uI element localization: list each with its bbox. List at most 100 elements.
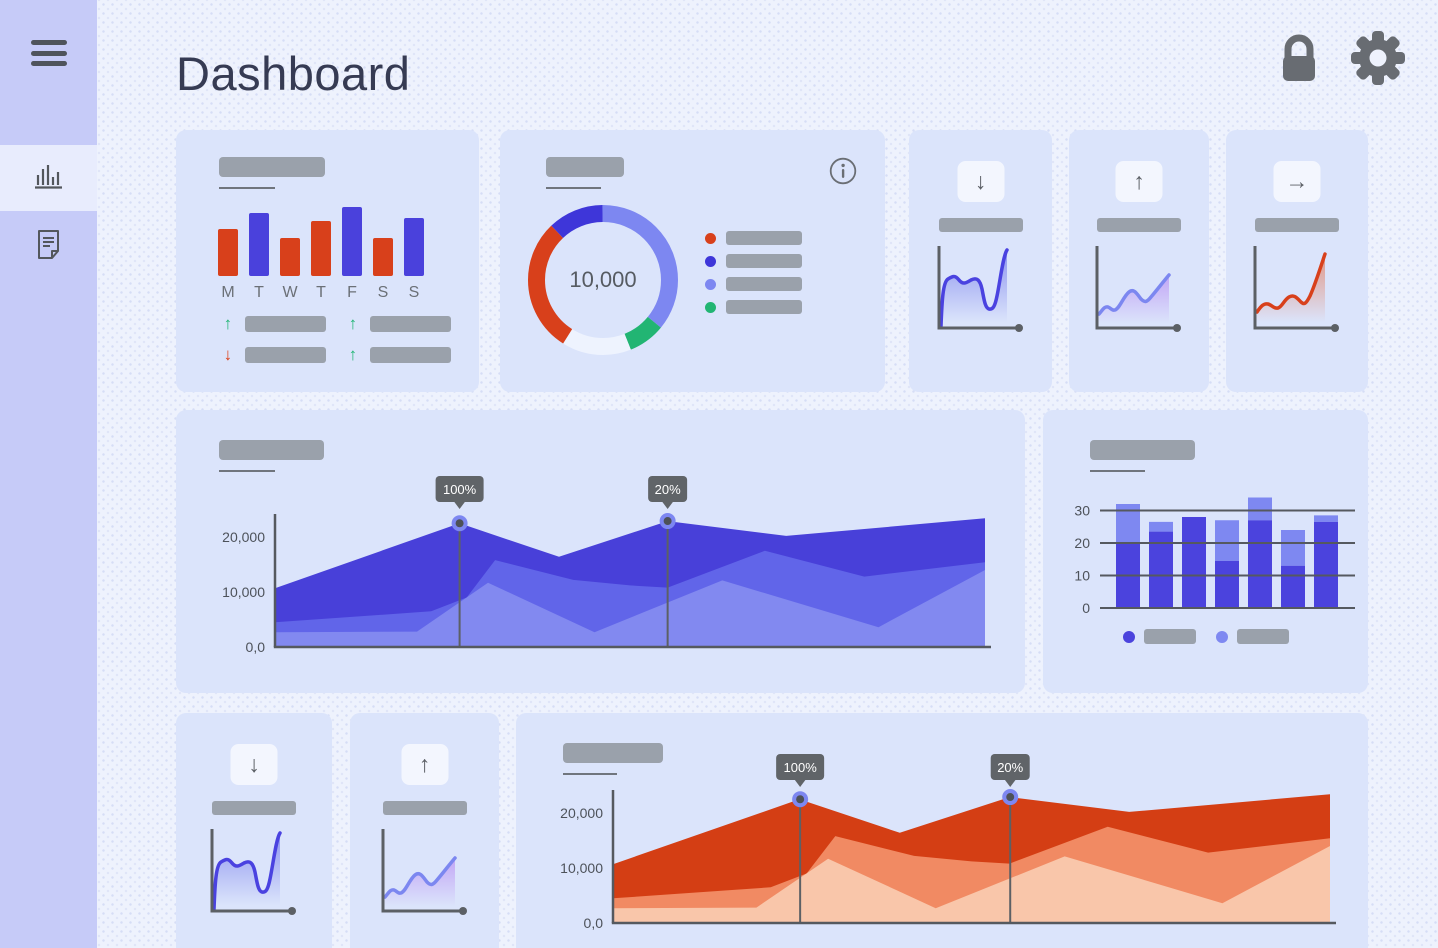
legend-label-placeholder (1143, 629, 1196, 644)
day-bar (218, 229, 238, 276)
arrow-up-icon: ↑ (418, 751, 431, 777)
day-label: W (282, 284, 298, 301)
donut-chart (528, 205, 678, 355)
arrow-up-button[interactable]: ↑ (401, 744, 448, 785)
stacked-bar-primary (1248, 520, 1272, 608)
arrow-down-button[interactable]: ↓ (230, 744, 278, 785)
sidebar-item-analytics[interactable] (0, 145, 97, 211)
marker-dot (455, 519, 464, 528)
arrow-right-icon: → (1285, 168, 1309, 194)
legend-dot (705, 301, 716, 313)
bar-column: W (280, 238, 300, 302)
tooltip-pointer (794, 779, 807, 787)
marker-dot (796, 795, 805, 804)
marker-dot (1006, 793, 1015, 802)
tooltip-label: 100% (784, 760, 818, 775)
area-chart-red-card: 20,000 10,000 0,0 100% 20% (516, 713, 1368, 948)
bar-column: S (373, 238, 393, 302)
mini-line-chart (1253, 246, 1339, 332)
y-tick-label: 0 (1082, 600, 1090, 616)
sidebar-item-documents[interactable] (0, 211, 97, 278)
donut-segment-red (528, 205, 678, 355)
stat-item: ↓ (220, 345, 326, 365)
tooltip-label: 20% (997, 760, 1023, 775)
stat-item: ↑ (345, 314, 451, 334)
weekly-stats: ↑ ↑ ↓ ↑ (220, 314, 451, 365)
mini-line (1255, 252, 1327, 314)
kpi-card-down: ↓ (909, 130, 1052, 392)
mini-area-fill (1099, 275, 1169, 326)
mini-axis-dot (1331, 324, 1339, 332)
mini-line (1097, 273, 1171, 316)
stacked-bar-secondary (1281, 530, 1305, 566)
y-tick-label: 20,000 (560, 805, 603, 821)
arrow-down-icon: ↓ (974, 168, 987, 194)
bar-chart-icon (34, 165, 62, 189)
mini-axis-dot (458, 907, 467, 915)
legend-label-placeholder (726, 277, 802, 291)
arrow-up-icon: ↑ (348, 314, 358, 333)
title-underline (563, 773, 617, 775)
legend-label-placeholder (726, 300, 802, 314)
document-icon (38, 230, 59, 259)
hamburger-bar (31, 40, 67, 45)
legend-item (705, 254, 802, 268)
mini-axis-dot (1173, 324, 1181, 332)
text-placeholder (244, 316, 326, 332)
bar-column: T (311, 221, 331, 302)
gear-icon[interactable] (1349, 29, 1407, 92)
text-placeholder (369, 347, 451, 363)
tooltip-pointer (453, 501, 466, 509)
mini-axes (1095, 246, 1175, 330)
kpi-card-down-2: ↓ (176, 713, 332, 948)
tooltip-pointer (661, 501, 674, 509)
gear-icon-glyph (1351, 31, 1405, 85)
mini-line-chart (1095, 246, 1181, 332)
tooltip-pointer (1004, 779, 1017, 787)
stacked-bar-primary (1215, 560, 1239, 608)
day-label: T (316, 284, 326, 301)
donut-segment-dark-blue (528, 205, 678, 355)
area-chart-red: 20,000 10,000 0,0 100% 20% (560, 754, 1336, 931)
stacked-bar-secondary (1248, 497, 1272, 521)
y-tick-label: 0,0 (246, 639, 266, 655)
title-placeholder (563, 743, 663, 763)
tooltip (648, 476, 688, 502)
legend-label-placeholder (726, 231, 802, 245)
arrow-up-icon: ↑ (348, 345, 358, 364)
mini-line-chart (937, 246, 1023, 332)
stat-item: ↑ (345, 345, 451, 365)
hamburger-menu-icon[interactable] (31, 40, 67, 66)
y-tick-label: 10 (1074, 568, 1090, 584)
label-placeholder (938, 218, 1023, 232)
mini-line-chart (210, 829, 296, 915)
mini-axes (210, 829, 290, 913)
text-placeholder (369, 316, 451, 332)
y-tick-label: 20 (1074, 535, 1090, 551)
title-underline (219, 187, 275, 189)
lock-icon[interactable] (1274, 32, 1324, 89)
day-bar (280, 238, 300, 276)
mini-line-chart (381, 829, 467, 915)
day-bar (249, 213, 269, 276)
mini-line (212, 831, 282, 911)
donut-segment-pale (528, 205, 678, 355)
lock-icon-glyph (1283, 34, 1315, 81)
info-icon[interactable] (828, 156, 858, 191)
mini-line (382, 856, 457, 899)
arrow-right-button[interactable]: → (1273, 161, 1321, 202)
arrow-down-icon: ↓ (248, 751, 260, 777)
bar-column: T (249, 213, 269, 302)
arrow-down-button[interactable]: ↓ (957, 161, 1004, 202)
mini-axes (381, 829, 461, 913)
bar-column: F (342, 207, 362, 302)
y-tick-label: 0,0 (584, 915, 604, 931)
stacked-bar-chart: 30 20 10 0 (1074, 497, 1355, 616)
title-placeholder (546, 157, 624, 177)
legend-item (1215, 629, 1289, 644)
arrow-up-button[interactable]: ↑ (1115, 161, 1163, 202)
kpi-card-right: → (1226, 130, 1368, 392)
stacked-bar-primary (1149, 531, 1173, 608)
